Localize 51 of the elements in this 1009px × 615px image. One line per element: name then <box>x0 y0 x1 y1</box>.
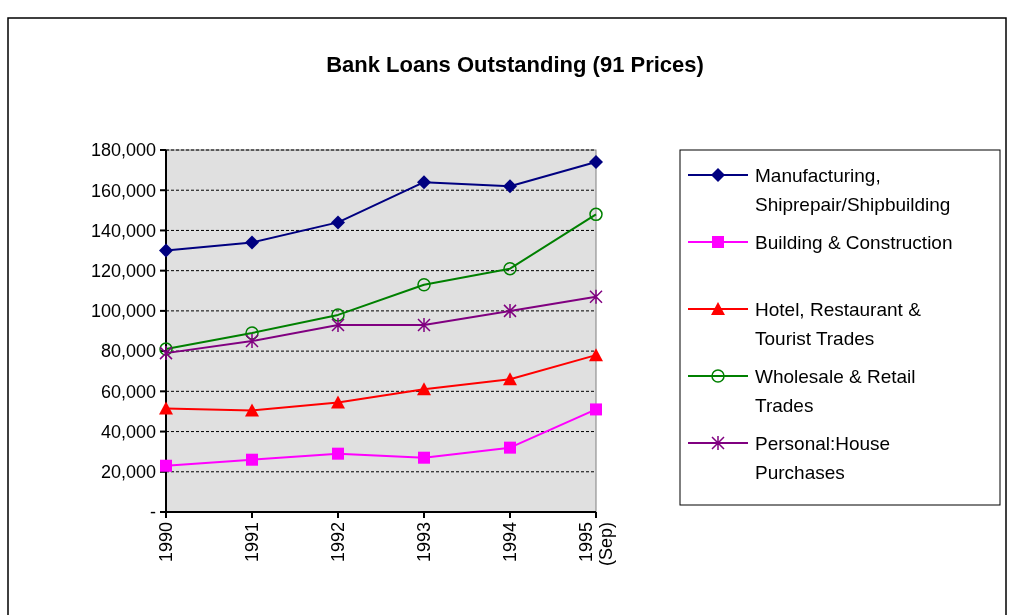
point <box>503 261 517 276</box>
y-tick-label: 40,000 <box>100 421 156 442</box>
y-tick-label: 20,000 <box>100 462 156 483</box>
point <box>159 342 173 356</box>
point <box>503 372 517 386</box>
legend-label: Wholesale & Retail Trades <box>755 365 916 417</box>
point <box>331 215 345 230</box>
point <box>589 289 603 305</box>
point <box>589 348 603 362</box>
point <box>245 403 259 417</box>
point <box>503 303 517 319</box>
x-tick-label: 1992 <box>328 522 349 563</box>
y-tick-label: 160,000 <box>90 180 156 201</box>
x-tick-label: 1994 <box>500 522 521 563</box>
point <box>417 317 431 333</box>
point <box>245 235 259 250</box>
point <box>160 459 172 472</box>
legend-label: Personal:House Purchases <box>755 432 891 484</box>
x-tick-label: 1993 <box>414 522 435 563</box>
legend-label: Building & Construction <box>755 231 953 253</box>
point <box>417 277 431 292</box>
point <box>245 333 259 349</box>
point <box>417 382 431 396</box>
y-tick-label: 120,000 <box>90 260 156 281</box>
y-tick-label: - <box>150 502 156 523</box>
y-tick-label: 180,000 <box>90 140 156 161</box>
x-tick-label: 1995 (Sep) <box>576 522 617 567</box>
point <box>246 453 258 466</box>
point <box>504 441 516 454</box>
chart-title: Bank Loans Outstanding (91 Prices) <box>326 52 704 77</box>
y-tick-label: 60,000 <box>100 381 156 402</box>
x-tick-label: 1990 <box>156 522 177 563</box>
y-tick-label: 140,000 <box>90 220 156 241</box>
point <box>418 451 430 464</box>
point <box>159 243 173 258</box>
y-tick-label: 80,000 <box>100 341 156 362</box>
x-tick-label: 1991 <box>242 522 263 563</box>
point <box>331 395 345 409</box>
point <box>159 401 173 415</box>
point <box>331 317 345 333</box>
y-tick-label: 100,000 <box>90 301 156 322</box>
point <box>589 207 603 222</box>
point <box>590 403 602 416</box>
point <box>159 345 173 361</box>
legend-label: Manufacturing, Shiprepair/Shipbuilding <box>755 164 951 216</box>
point <box>332 447 344 460</box>
point <box>503 179 517 194</box>
point <box>417 175 431 190</box>
point <box>331 308 345 322</box>
point <box>589 155 603 170</box>
legend-label: Hotel, Restaurant & Tourist Trades <box>755 298 922 350</box>
